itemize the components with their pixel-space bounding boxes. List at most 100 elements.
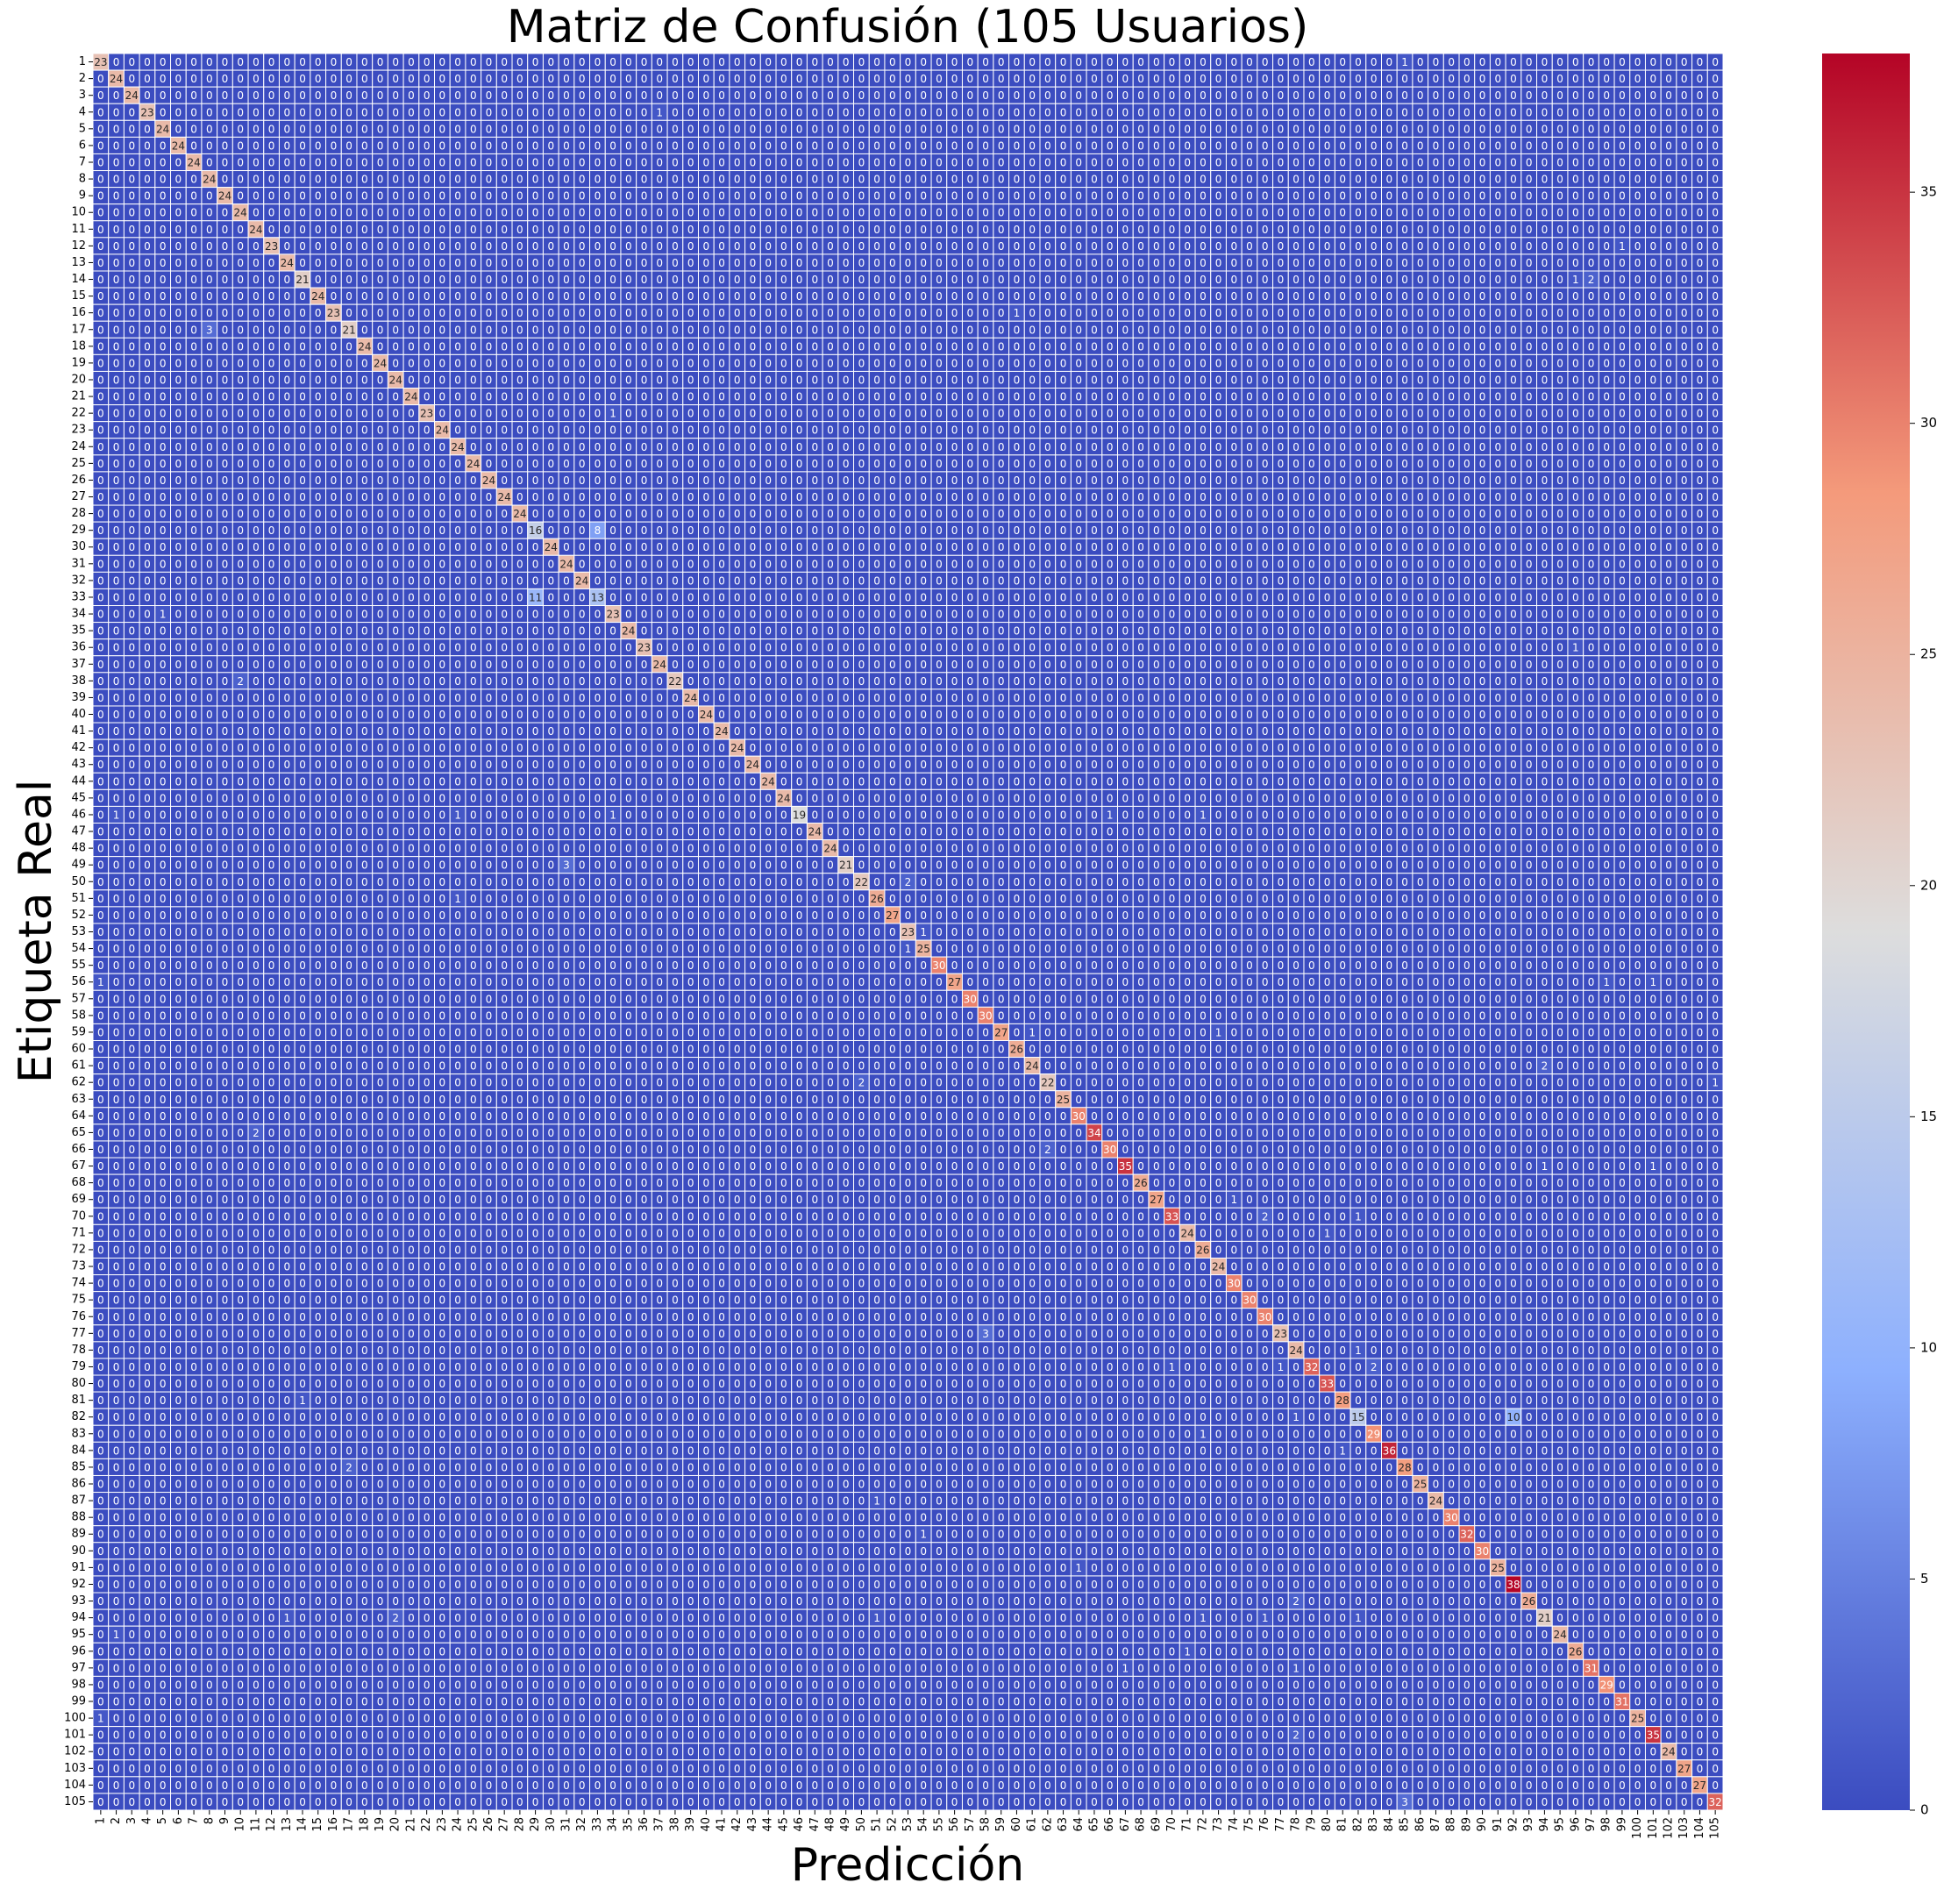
cell-label: 0 bbox=[1278, 123, 1285, 135]
cell-label: 0 bbox=[1091, 340, 1098, 353]
cell-label: 0 bbox=[1060, 224, 1067, 236]
cell-label: 0 bbox=[283, 374, 290, 386]
cell-label: 0 bbox=[1355, 424, 1362, 437]
cell-label: 0 bbox=[1060, 156, 1067, 168]
cell-label: 0 bbox=[424, 139, 431, 152]
cell-label: 0 bbox=[1200, 274, 1207, 286]
cell-label: 0 bbox=[625, 257, 632, 269]
cell-label: 0 bbox=[1556, 391, 1563, 403]
cell-label: 0 bbox=[1510, 357, 1517, 369]
cell-label: 0 bbox=[1292, 156, 1300, 168]
cell-label: 0 bbox=[1137, 174, 1144, 186]
cell-label: 0 bbox=[966, 274, 973, 286]
cell-label: 0 bbox=[392, 240, 399, 253]
cell-label: 0 bbox=[1262, 257, 1269, 269]
cell-label: 0 bbox=[936, 73, 943, 85]
cell-label: 0 bbox=[361, 207, 368, 219]
cell-label: 0 bbox=[1526, 207, 1533, 219]
cell-label: 0 bbox=[656, 156, 663, 168]
cell-label: 0 bbox=[1650, 274, 1657, 286]
cell-label: 0 bbox=[703, 139, 710, 152]
cell-label: 0 bbox=[595, 391, 602, 403]
cell-label: 0 bbox=[1371, 324, 1378, 336]
cell-label: 0 bbox=[703, 207, 710, 219]
cell-label: 0 bbox=[1292, 274, 1300, 286]
cell-label: 0 bbox=[1262, 89, 1269, 102]
cell-label: 0 bbox=[175, 391, 182, 403]
cell-label: 0 bbox=[966, 56, 973, 68]
cell-label: 0 bbox=[1526, 139, 1533, 152]
cell-label: 0 bbox=[811, 174, 818, 186]
cell-label: 0 bbox=[501, 391, 508, 403]
cell-label: 0 bbox=[128, 174, 135, 186]
cell-label: 0 bbox=[1681, 290, 1688, 303]
cell-label: 0 bbox=[1184, 156, 1191, 168]
cell-label: 0 bbox=[1339, 224, 1346, 236]
cell-label: 0 bbox=[1634, 290, 1641, 303]
cell-label: 0 bbox=[1448, 207, 1455, 219]
cell-label: 0 bbox=[858, 240, 865, 253]
cell-label: 0 bbox=[1324, 274, 1331, 286]
cell-label: 0 bbox=[408, 106, 415, 118]
cell-label: 0 bbox=[547, 374, 554, 386]
cell-label: 0 bbox=[1060, 441, 1067, 453]
cell-label: 0 bbox=[1308, 408, 1315, 420]
cell-label: 0 bbox=[1137, 139, 1144, 152]
cell-label: 0 bbox=[377, 123, 384, 135]
cell-label: 0 bbox=[1075, 156, 1082, 168]
cell-label: 0 bbox=[780, 123, 787, 135]
cell-label: 0 bbox=[283, 357, 290, 369]
cell-label: 0 bbox=[299, 56, 306, 68]
cell-label: 0 bbox=[796, 290, 803, 303]
cell-label: 0 bbox=[579, 391, 586, 403]
cell-label: 0 bbox=[1665, 257, 1672, 269]
cell-label: 0 bbox=[889, 106, 896, 118]
cell-label: 0 bbox=[97, 73, 104, 85]
cell-label: 0 bbox=[377, 224, 384, 236]
cell-label: 0 bbox=[160, 441, 167, 453]
cell-label: 0 bbox=[905, 190, 912, 203]
cell-label: 0 bbox=[547, 123, 554, 135]
cell-label: 0 bbox=[1169, 123, 1176, 135]
cell-label: 0 bbox=[936, 340, 943, 353]
cell-label: 0 bbox=[858, 224, 865, 236]
cell-label: 0 bbox=[1681, 156, 1688, 168]
cell-label: 0 bbox=[1712, 240, 1719, 253]
cell-label: 0 bbox=[1556, 290, 1563, 303]
cell-label: 0 bbox=[1355, 73, 1362, 85]
cell-label: 0 bbox=[873, 106, 880, 118]
cell-label: 0 bbox=[625, 207, 632, 219]
cell-label: 0 bbox=[392, 441, 399, 453]
cell-label: 0 bbox=[1107, 73, 1114, 85]
cell-label: 0 bbox=[190, 307, 197, 319]
cell-label: 0 bbox=[750, 56, 757, 68]
cell-label: 0 bbox=[1572, 257, 1579, 269]
cell-label: 0 bbox=[532, 156, 539, 168]
cell-label: 0 bbox=[1386, 324, 1393, 336]
cell-label: 0 bbox=[1448, 139, 1455, 152]
cell-label: 0 bbox=[144, 174, 151, 186]
cell-label: 0 bbox=[1603, 274, 1610, 286]
cell-label: 0 bbox=[1029, 139, 1036, 152]
cell-label: 0 bbox=[206, 240, 213, 253]
cell-label: 0 bbox=[873, 257, 880, 269]
cell-label: 0 bbox=[144, 240, 151, 253]
cell-label: 0 bbox=[1137, 224, 1144, 236]
cell-label: 0 bbox=[470, 240, 477, 253]
cell-label: 0 bbox=[1137, 190, 1144, 203]
cell-label: 0 bbox=[873, 424, 880, 437]
cell-label: 0 bbox=[1324, 408, 1331, 420]
cell-label: 0 bbox=[1246, 73, 1253, 85]
cell-label: 0 bbox=[718, 374, 725, 386]
cell-label: 0 bbox=[237, 357, 244, 369]
cell-label: 0 bbox=[361, 441, 368, 453]
cell-label: 0 bbox=[1246, 324, 1253, 336]
cell-label: 0 bbox=[1308, 240, 1315, 253]
cell-label: 0 bbox=[1572, 408, 1579, 420]
cell-label: 0 bbox=[1044, 307, 1051, 319]
cell-label: 0 bbox=[144, 307, 151, 319]
cell-label: 0 bbox=[1634, 224, 1641, 236]
cell-label: 0 bbox=[486, 123, 493, 135]
cell-label: 0 bbox=[1665, 156, 1672, 168]
cell-label: 0 bbox=[625, 190, 632, 203]
